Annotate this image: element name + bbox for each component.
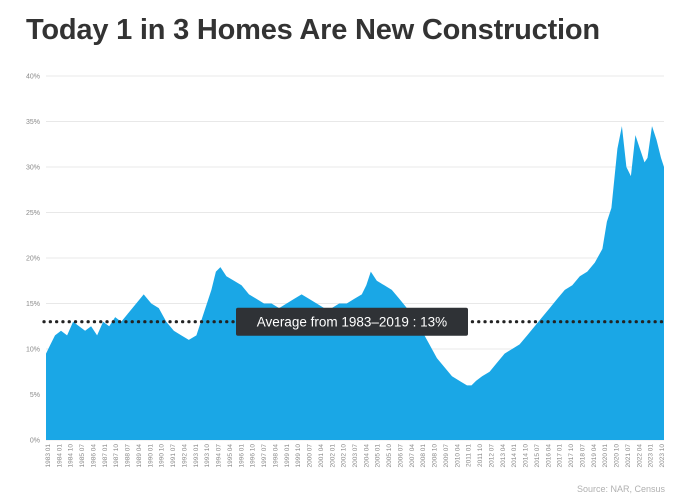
y-tick-label: 20% [26, 256, 40, 263]
x-tick-label: 2009 07 [443, 444, 450, 468]
x-tick-label: 1999 10 [295, 444, 302, 468]
x-tick-label: 1992 04 [181, 444, 188, 468]
x-tick-label: 2011 10 [477, 444, 484, 467]
x-tick-label: 1984 01 [56, 444, 63, 468]
annotation-box [236, 307, 468, 336]
x-tick-label: 2005 01 [375, 444, 382, 468]
x-tick-label: 2020 01 [602, 444, 609, 468]
x-tick-label: 1993 01 [193, 444, 200, 468]
x-tick-label: 2021 07 [625, 444, 632, 468]
x-tick-label: 2017 10 [568, 444, 575, 468]
x-tick-label: 2004 04 [363, 444, 370, 468]
x-tick-label: 1986 04 [90, 444, 97, 468]
x-tick-label: 2003 07 [352, 444, 359, 468]
x-tick-label: 2022 04 [636, 444, 643, 468]
chart-title: Today 1 in 3 Homes Are New Construction [26, 14, 600, 46]
x-tick-label: 1987 01 [102, 444, 109, 468]
x-tick-label: 1984 10 [68, 444, 75, 468]
x-axis-ticks: 1983 01 1984 01 1984 10 1985 07 1986 04 1987 … [45, 444, 666, 468]
x-tick-label: 2000 07 [307, 444, 314, 468]
x-tick-label: 2008 01 [420, 444, 427, 468]
x-tick-label: 1985 07 [79, 444, 86, 468]
annotation-label: Average from 1983–2019 : 13% [257, 315, 447, 330]
x-tick-label: 2001 04 [318, 444, 325, 468]
y-tick-label: 0% [30, 438, 40, 445]
x-tick-label: 2017 01 [557, 444, 564, 468]
x-tick-label: 1990 01 [147, 444, 154, 468]
x-tick-label: 1996 10 [250, 444, 257, 468]
x-tick-label: 2006 07 [397, 444, 404, 468]
y-tick-label: 10% [26, 347, 40, 354]
x-tick-label: 1991 07 [170, 444, 177, 468]
x-tick-label: 2005 10 [386, 444, 393, 468]
x-tick-label: 1989 04 [136, 444, 143, 468]
y-tick-label: 25% [26, 210, 40, 217]
x-tick-label: 2015 07 [534, 444, 541, 468]
x-tick-label: 2016 04 [545, 444, 552, 468]
x-tick-label: 2014 10 [523, 444, 530, 468]
average-annotation: Average from 1983–2019 : 13% [236, 307, 468, 336]
x-tick-label: 1998 04 [272, 444, 279, 468]
y-tick-label: 30% [26, 165, 40, 172]
x-tick-label: 2023 10 [659, 444, 666, 468]
x-tick-label: 2020 10 [614, 444, 621, 468]
y-tick-label: 35% [26, 119, 40, 126]
x-tick-label: 1987 10 [113, 444, 120, 468]
x-tick-label: 2010 04 [454, 444, 461, 468]
y-tick-label: 15% [26, 301, 40, 308]
x-tick-label: 2013 04 [500, 444, 507, 468]
x-tick-label: 2002 01 [329, 444, 336, 468]
source-note: Source: NAR, Census [576, 484, 665, 494]
x-tick-label: 2011 01 [466, 444, 473, 467]
x-tick-label: 1990 10 [159, 444, 166, 468]
x-tick-label: 1983 01 [45, 444, 52, 468]
x-tick-label: 1995 04 [227, 444, 234, 468]
new-construction-share-area [46, 126, 664, 440]
x-tick-label: 1999 01 [284, 444, 291, 468]
x-tick-label: 2012 07 [488, 444, 495, 468]
y-tick-label: 40% [26, 74, 40, 81]
y-axis-ticks: 0% 5% 10% 15% 20% 25% 30% 35% 40% [26, 74, 40, 445]
x-tick-label: 2002 10 [341, 444, 348, 468]
x-tick-label: 2014 01 [511, 444, 518, 468]
x-tick-label: 1997 07 [261, 444, 268, 468]
y-tick-label: 5% [30, 392, 40, 399]
x-tick-label: 1994 07 [216, 444, 223, 468]
x-tick-label: 2019 04 [591, 444, 598, 468]
x-tick-label: 2007 04 [409, 444, 416, 468]
x-tick-label: 1988 07 [125, 444, 132, 468]
x-tick-label: 1993 10 [204, 444, 211, 468]
x-tick-label: 2008 10 [432, 444, 439, 468]
x-tick-label: 1996 01 [238, 444, 245, 468]
x-tick-label: 2018 07 [579, 444, 586, 468]
x-tick-label: 2023 01 [648, 444, 655, 468]
